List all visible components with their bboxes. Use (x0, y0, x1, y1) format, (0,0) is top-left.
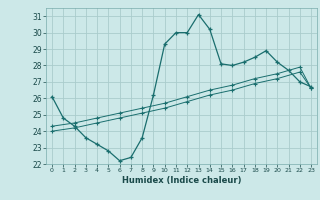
X-axis label: Humidex (Indice chaleur): Humidex (Indice chaleur) (122, 176, 241, 185)
